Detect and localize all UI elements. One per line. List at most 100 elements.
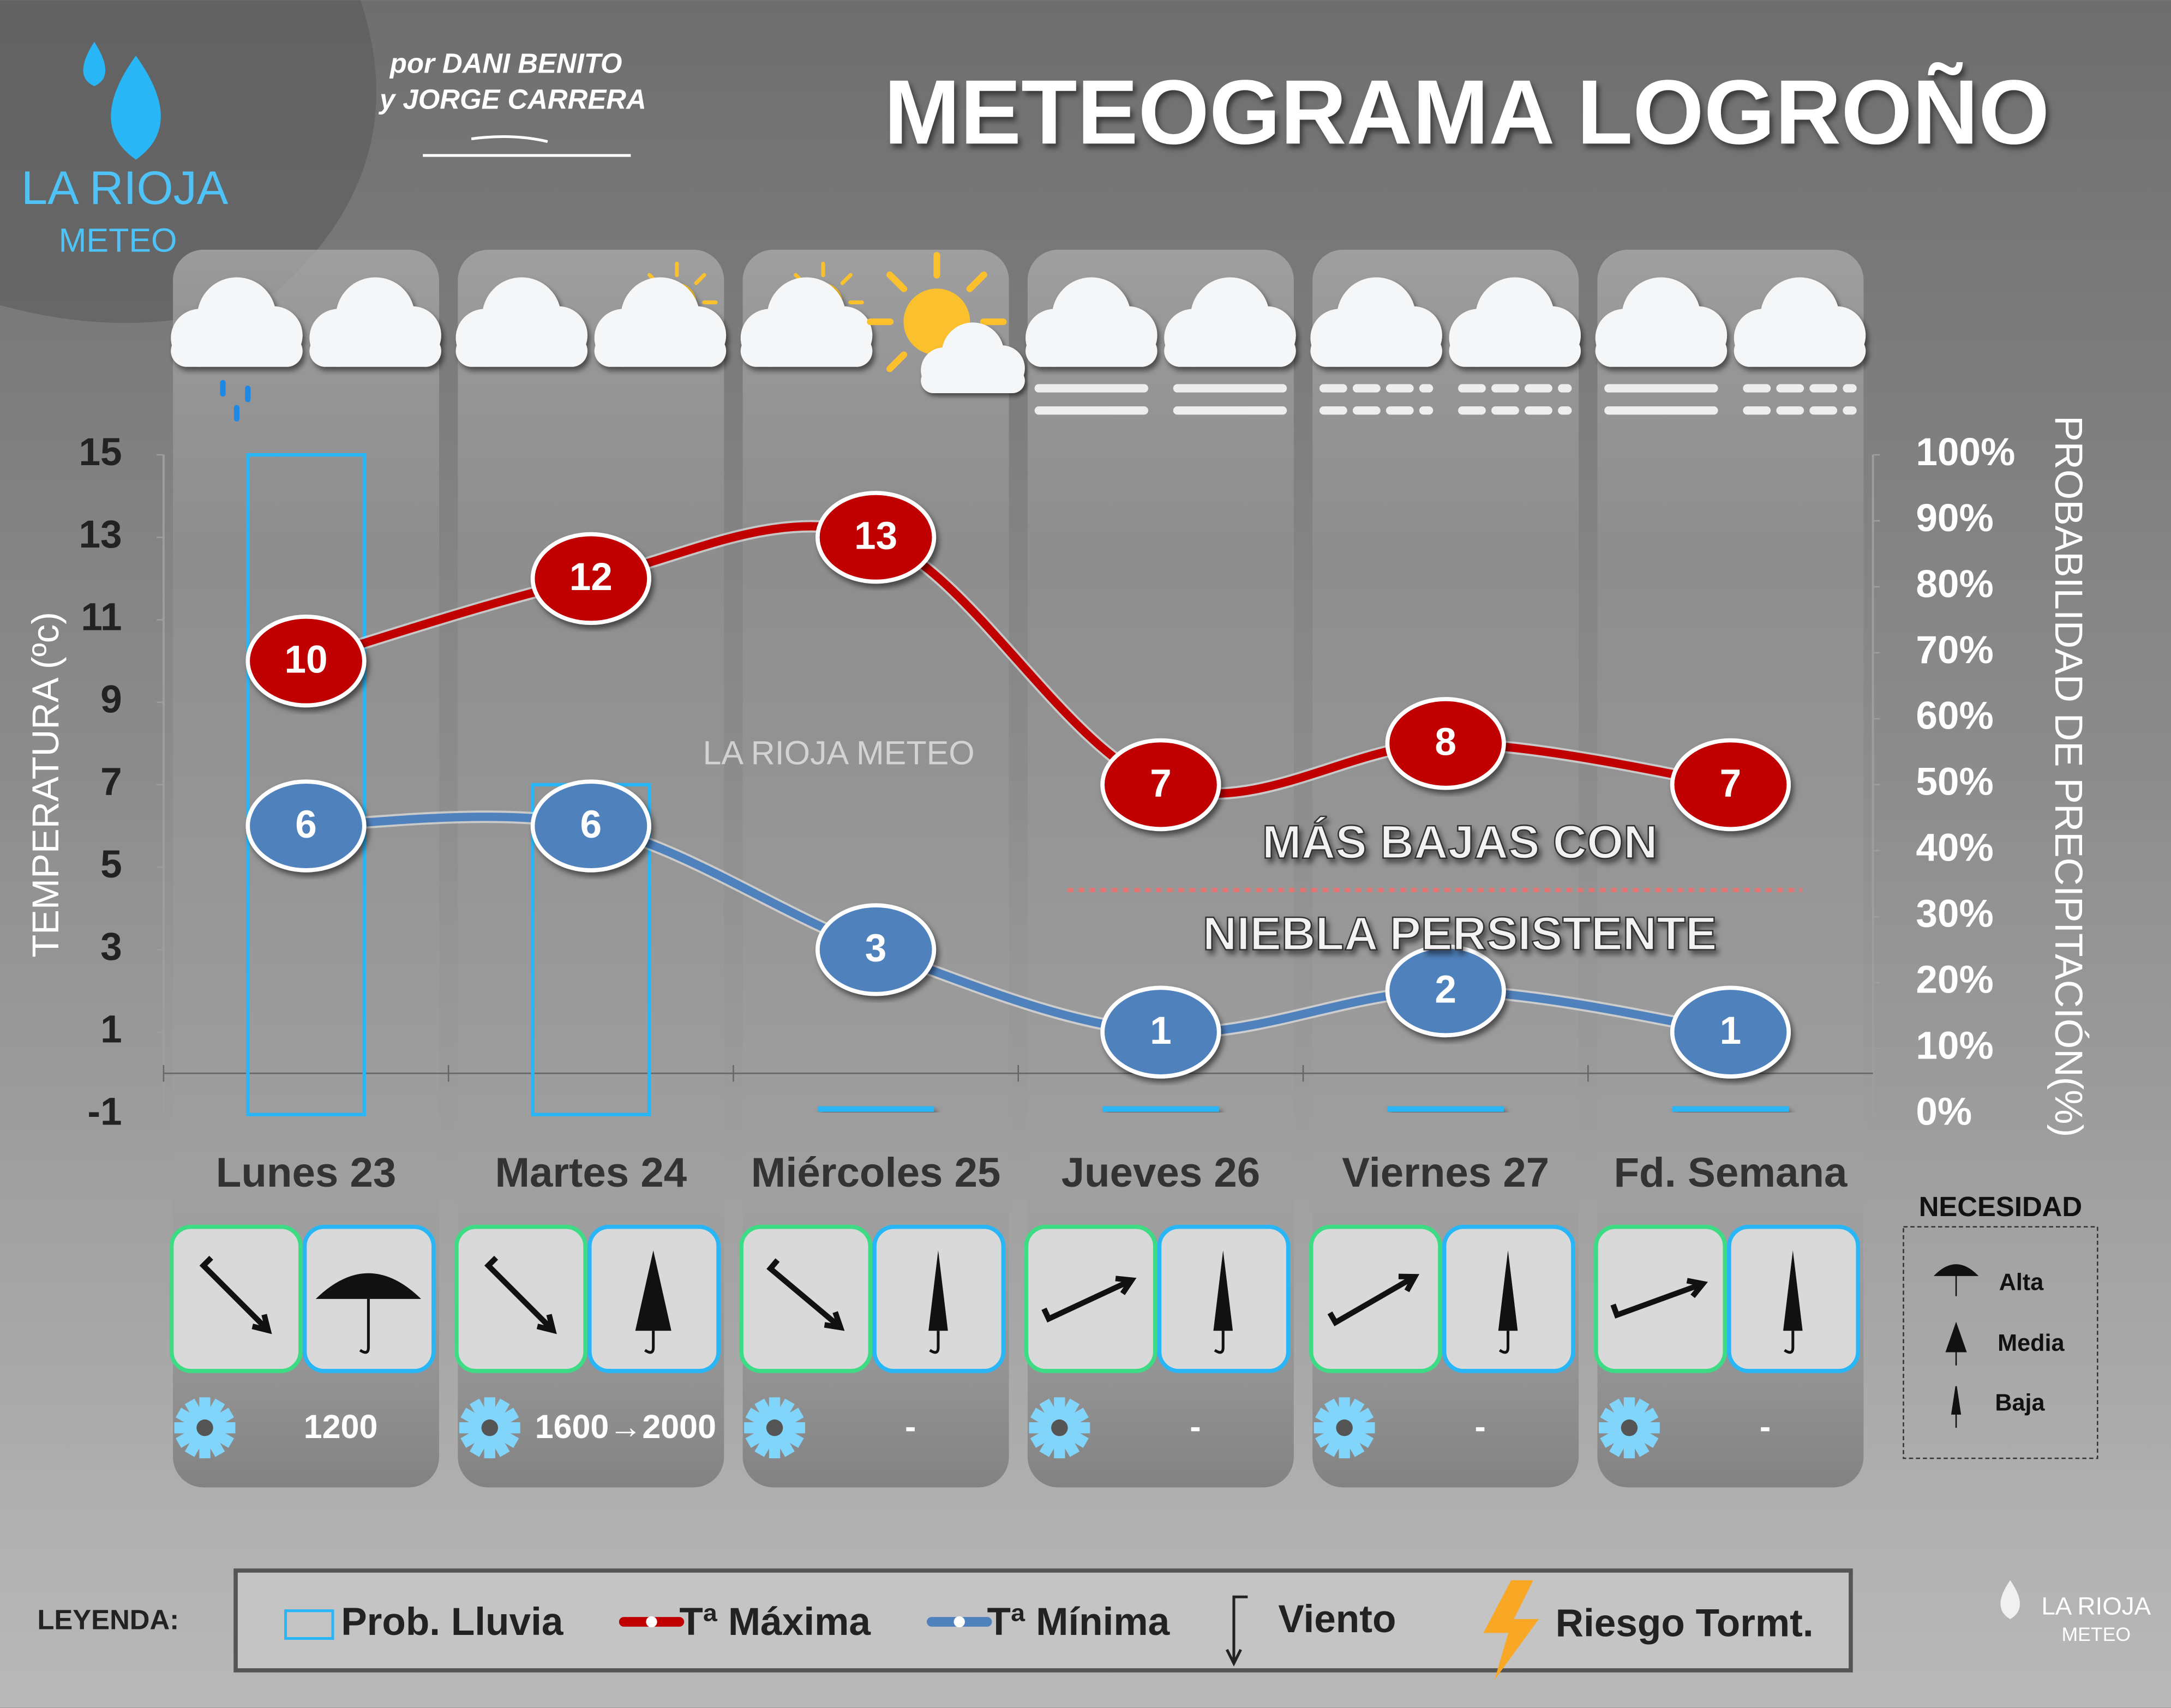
logo-drop: [83, 41, 161, 160]
cloud-icon: [309, 277, 441, 367]
y2-axis-label: PROBABILIDAD DE PRECIPITACIÓN(%): [2047, 416, 2090, 1137]
footer-logo-sub: METEO: [2062, 1623, 2131, 1645]
temperature-point: [1385, 944, 1506, 1038]
rain-bar: [246, 453, 366, 1116]
snow-hole: [766, 1419, 783, 1436]
cloud-icon: [1310, 277, 1442, 367]
footer-logo-drop: [2000, 1580, 2020, 1619]
wind-arrow: [199, 1255, 272, 1334]
wind-arrow: [484, 1255, 557, 1334]
x-tick-label: Jueves 26: [1061, 1150, 1261, 1196]
wind-arrow-shaft: [766, 1258, 845, 1331]
data-label: 3: [865, 927, 887, 970]
legend-title: LEYENDA:: [37, 1604, 179, 1635]
cloud-part: [1164, 335, 1296, 367]
data-label: 1: [1150, 1009, 1172, 1053]
snow-level: -: [1475, 1408, 1486, 1445]
snow-icon: [1598, 1397, 1660, 1459]
snow-level: 1200: [304, 1408, 378, 1445]
snow-hole: [1621, 1419, 1638, 1436]
umbrella-handle: [929, 1331, 940, 1354]
y-tick-label: 7: [100, 761, 122, 804]
snow-icon: [459, 1397, 520, 1459]
wind-arrow: [766, 1258, 845, 1331]
y2-tick-label: 100%: [1916, 431, 2015, 474]
snow-hole: [1051, 1419, 1068, 1436]
temperature-point: [245, 614, 367, 708]
x-tick-label: Fd. Semana: [1614, 1150, 1847, 1196]
logo-sub: METEO: [59, 221, 177, 258]
legend-swatch: [1483, 1580, 1539, 1680]
annotation: NIEBLA PERSISTENTE: [1203, 907, 1717, 960]
data-label: 8: [1435, 721, 1456, 764]
wind-arrow-shaft: [1327, 1273, 1420, 1326]
x-tick-label: Miércoles 25: [751, 1150, 1001, 1196]
sun-ray: [840, 273, 853, 285]
temperature-point: [1100, 738, 1221, 832]
footer-logo: LA RIOJA: [2041, 1592, 2151, 1620]
snow-icon: [744, 1397, 805, 1459]
cloud-icon: [171, 277, 303, 367]
umbrella-handle: [1214, 1331, 1225, 1354]
wind-arrow: [1041, 1276, 1137, 1323]
wind-arrow-shaft: [484, 1255, 557, 1334]
legend-label: Tª Mínima: [987, 1601, 1171, 1644]
umbrella: [1213, 1250, 1233, 1331]
y-tick-label: 3: [100, 925, 122, 969]
legend-label: Prob. Lluvia: [341, 1601, 564, 1644]
y-tick-label: 5: [100, 843, 122, 886]
snow-hole: [481, 1419, 499, 1436]
wind-arrow-shaft: [1041, 1276, 1137, 1323]
y2-tick-label: 70%: [1916, 629, 1993, 672]
legend-swatch: [953, 1616, 965, 1628]
x-tick-label: Martes 24: [495, 1150, 687, 1196]
needs-title: NECESIDAD: [1919, 1191, 2082, 1222]
data-label: 12: [569, 556, 613, 599]
y2-tick-label: 30%: [1916, 893, 1993, 936]
cloud-part: [1595, 335, 1728, 367]
cloud-icon: [1449, 277, 1581, 367]
y2-tick-label: 40%: [1916, 827, 1993, 870]
day-panel: [1027, 249, 1294, 1488]
y2-tick-label: 10%: [1916, 1025, 1993, 1068]
cloud-part: [740, 335, 873, 367]
cloud-part: [309, 335, 441, 367]
umbrella: [928, 1250, 948, 1331]
y-tick-label: 13: [79, 513, 122, 556]
wind-arrow-shaft: [199, 1255, 272, 1334]
sun-ray: [966, 271, 987, 292]
cloud-part: [594, 335, 727, 367]
y-tick-label: 15: [79, 431, 122, 474]
y2-tick-label: 20%: [1916, 959, 1993, 1002]
signature: [423, 135, 631, 157]
temperature-point: [815, 491, 937, 584]
credit: y JORGE CARRERA: [378, 83, 646, 115]
snow-icon: [174, 1397, 236, 1459]
y2-tick-label: 80%: [1916, 563, 1993, 606]
logo-text: LA RIOJA: [21, 162, 229, 214]
cloud-icon: [921, 322, 1025, 393]
rain-bar: [1672, 1106, 1789, 1112]
cloud-icon: [1025, 277, 1158, 367]
chart-title: METEOGRAMA LOGROÑO: [884, 61, 2050, 163]
rain-bar: [1387, 1106, 1504, 1112]
temperature-point: [1385, 697, 1506, 790]
temperature-point: [530, 779, 651, 873]
snow-level: -: [905, 1408, 916, 1445]
wind-arrow: [1327, 1273, 1420, 1326]
data-label: 1: [1720, 1009, 1742, 1053]
umbrella-handle: [359, 1298, 370, 1354]
cloud-icon: [594, 277, 727, 367]
needs-box: [1903, 1226, 2098, 1459]
day-panel: [1597, 249, 1864, 1488]
y2-tick-label: 60%: [1916, 695, 1993, 738]
umbrella: [1498, 1250, 1518, 1331]
umbrella-icon: [1945, 1321, 1967, 1366]
watermark: LA RIOJA METEO: [703, 735, 975, 772]
y-axis-label: TEMPERATURA (ºc): [25, 612, 67, 958]
rain-bar: [817, 1106, 934, 1112]
legend-swatch: [1225, 1595, 1248, 1667]
wind-arrow: [1610, 1278, 1708, 1319]
needs-level: Media: [1998, 1330, 2065, 1356]
